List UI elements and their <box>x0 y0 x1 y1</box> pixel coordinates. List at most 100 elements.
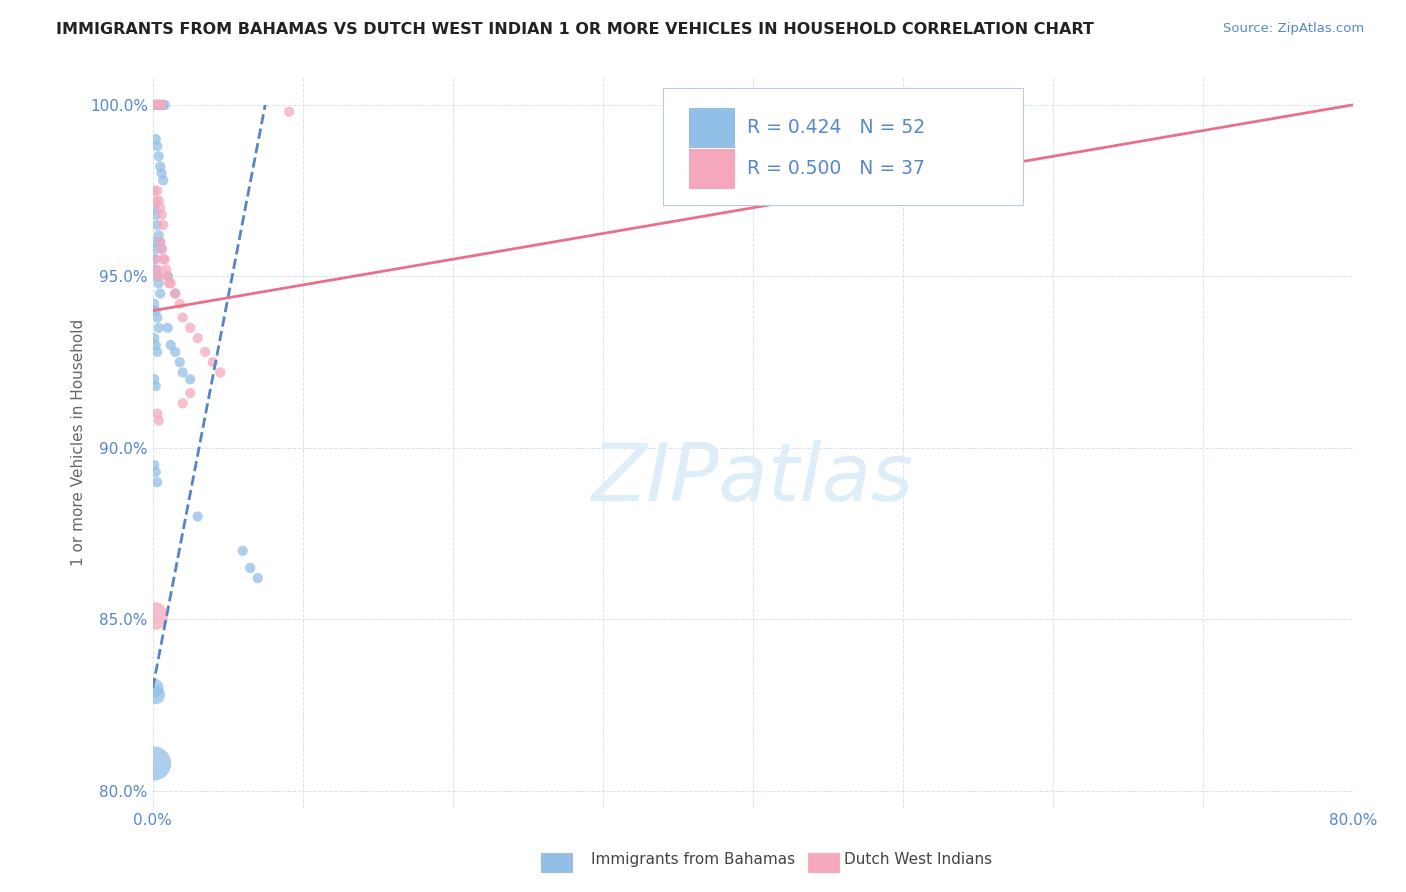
Point <box>155 262 177 277</box>
Text: Source: ZipAtlas.com: Source: ZipAtlas.com <box>1223 22 1364 36</box>
Point <box>149 98 172 112</box>
Point <box>152 252 174 267</box>
Text: Immigrants from Bahamas: Immigrants from Bahamas <box>591 852 794 867</box>
Text: Dutch West Indians: Dutch West Indians <box>844 852 991 867</box>
Point <box>179 321 201 335</box>
Point <box>156 269 179 284</box>
Point <box>143 297 166 311</box>
Point <box>156 321 179 335</box>
Point <box>156 269 179 284</box>
Point <box>146 310 169 325</box>
Point <box>172 396 194 410</box>
Point <box>159 338 181 352</box>
Point <box>232 544 254 558</box>
Point <box>148 149 170 163</box>
Point <box>145 338 167 352</box>
Point <box>172 366 194 380</box>
Point <box>146 407 169 421</box>
Point <box>146 98 169 112</box>
Text: R = 0.500   N = 37: R = 0.500 N = 37 <box>747 160 925 178</box>
Point <box>146 262 169 277</box>
Point <box>179 386 201 401</box>
Point <box>146 139 169 153</box>
Point <box>148 228 170 243</box>
Point <box>143 235 166 249</box>
Point <box>143 331 166 345</box>
Point <box>179 372 201 386</box>
Point <box>143 372 166 386</box>
Point <box>194 344 217 359</box>
Point <box>145 132 167 146</box>
Point <box>143 184 166 198</box>
Point <box>148 98 170 112</box>
Point <box>150 208 173 222</box>
Point <box>187 331 209 345</box>
Point <box>153 252 176 267</box>
Point <box>169 297 191 311</box>
Point <box>169 355 191 369</box>
Bar <box>689 108 735 148</box>
Point <box>143 681 166 695</box>
Point <box>239 561 262 575</box>
Point <box>143 609 166 624</box>
Point <box>149 235 172 249</box>
Bar <box>689 149 735 189</box>
Point <box>152 173 174 187</box>
Point <box>149 286 172 301</box>
Point <box>145 194 167 208</box>
Point <box>201 355 224 369</box>
Text: IMMIGRANTS FROM BAHAMAS VS DUTCH WEST INDIAN 1 OR MORE VEHICLES IN HOUSEHOLD COR: IMMIGRANTS FROM BAHAMAS VS DUTCH WEST IN… <box>56 22 1094 37</box>
Text: R = 0.424   N = 52: R = 0.424 N = 52 <box>747 119 925 137</box>
Point <box>150 242 173 256</box>
Point <box>148 269 170 284</box>
Point <box>150 242 173 256</box>
Point <box>148 98 170 112</box>
Point <box>146 475 169 490</box>
Point <box>146 98 169 112</box>
Point <box>209 366 232 380</box>
Point <box>143 201 166 215</box>
Point <box>148 277 170 291</box>
Point <box>165 286 187 301</box>
Point <box>148 413 170 427</box>
Point <box>145 688 167 702</box>
Point <box>145 98 167 112</box>
Point <box>149 235 172 249</box>
Point <box>152 98 174 112</box>
Point <box>145 252 167 267</box>
Point <box>150 166 173 180</box>
Point <box>148 194 170 208</box>
Point <box>145 379 167 393</box>
Point <box>143 458 166 472</box>
Point <box>157 277 180 291</box>
Point <box>145 303 167 318</box>
Point <box>143 98 166 112</box>
Point <box>146 269 169 284</box>
Point <box>146 184 169 198</box>
Point <box>150 98 173 112</box>
Point <box>165 286 187 301</box>
Text: ZIPatlas: ZIPatlas <box>592 441 914 518</box>
Point <box>149 98 172 112</box>
Point <box>145 465 167 479</box>
Point <box>145 262 167 277</box>
Y-axis label: 1 or more Vehicles in Household: 1 or more Vehicles in Household <box>72 319 86 566</box>
Point <box>146 344 169 359</box>
FancyBboxPatch shape <box>662 88 1022 205</box>
Point <box>278 104 301 119</box>
Point <box>146 218 169 232</box>
Point <box>149 201 172 215</box>
Point <box>145 98 167 112</box>
Point <box>187 509 209 524</box>
Point <box>152 218 174 232</box>
Point <box>145 208 167 222</box>
Point <box>246 571 269 585</box>
Point <box>143 756 166 771</box>
Point <box>172 310 194 325</box>
Point <box>150 98 173 112</box>
Point <box>165 344 187 359</box>
Point <box>143 252 166 267</box>
Point <box>145 242 167 256</box>
Point <box>153 98 176 112</box>
Point <box>148 321 170 335</box>
